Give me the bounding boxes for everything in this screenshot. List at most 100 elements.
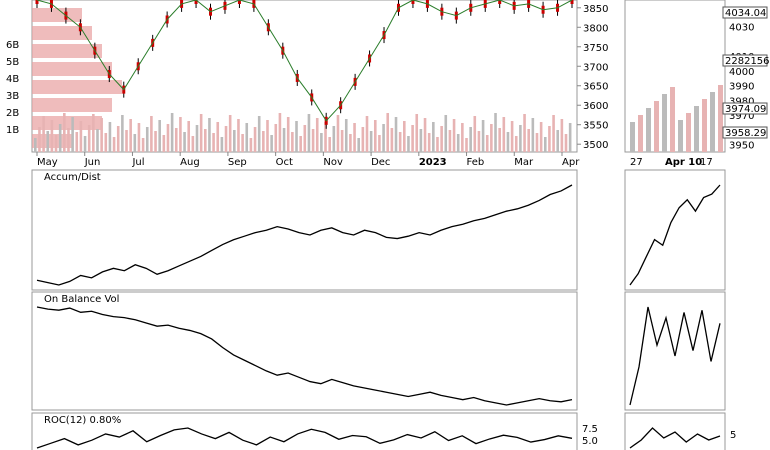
- obv-panel: On Balance Vol: [31, 291, 726, 411]
- volume-bar: [50, 120, 54, 152]
- price-y-tick-label: 3550: [583, 121, 608, 132]
- volume-bar: [183, 132, 186, 152]
- volume-bar: [282, 128, 286, 152]
- volume-bar: [299, 136, 302, 152]
- volume-bar: [315, 118, 319, 152]
- volume-bar: [274, 124, 278, 152]
- price-x-tick-label: Aug: [180, 157, 200, 168]
- volume-bar: [154, 131, 157, 152]
- volume-bar: [257, 116, 261, 152]
- volume-bar: [141, 138, 145, 152]
- volume-bar: [67, 128, 70, 152]
- roc-line: [36, 427, 573, 449]
- price-x-tick-label: 2023: [419, 157, 447, 168]
- volume-bar: [303, 125, 307, 152]
- volume-bar: [208, 118, 211, 152]
- volume-profile-bar: [32, 8, 82, 22]
- price-x-tick-label: Nov: [323, 157, 343, 168]
- accum-dist-zoom-line: [629, 184, 721, 286]
- price-y-tick-label: 3650: [583, 82, 608, 93]
- roc-panel: 7.55.0 5 ROC(12) 0.80%: [31, 412, 736, 450]
- price-x-tick-label: Apr: [562, 157, 580, 168]
- volume-bar: [361, 127, 365, 152]
- volume-bar: [394, 117, 398, 152]
- volume-bar: [415, 114, 419, 152]
- zoom-value-labels: 4034.04 2282156 3974.09 3958.29: [722, 6, 770, 139]
- zoom-y-tick-label: 3950: [729, 141, 754, 152]
- price-y-tick-label: 3600: [583, 101, 608, 112]
- volume-bar: [92, 114, 95, 152]
- volume-profile-bar: [32, 62, 112, 76]
- volume-profile-label: 4B: [6, 74, 19, 85]
- volume-profile-bar: [32, 98, 112, 112]
- price-x-tick-label: Jun: [84, 157, 101, 168]
- volume-bar: [390, 128, 394, 152]
- volume-profile-label: 6B: [6, 40, 19, 51]
- volume-bar: [116, 126, 120, 152]
- price-band-line: [36, 0, 573, 122]
- price-candles: [35, 0, 574, 129]
- zoom-volume-bar: [654, 101, 659, 152]
- volume-bar: [502, 117, 506, 152]
- zoom-volume-bar: [678, 120, 683, 152]
- volume-bar: [365, 116, 369, 152]
- volume-bar: [320, 133, 323, 152]
- price-candle-body: [35, 0, 39, 4]
- volume-bar: [498, 128, 501, 152]
- volume-bar: [398, 132, 402, 152]
- volume-bar: [38, 127, 41, 152]
- volume-bar: [199, 114, 203, 152]
- volume-bar: [510, 121, 514, 152]
- volume-bar: [552, 115, 555, 152]
- roc-y-tick-label: 7.5: [582, 424, 598, 435]
- volume-bar: [100, 118, 103, 152]
- volume-bar: [436, 137, 439, 152]
- price-candle-body: [411, 0, 415, 4]
- volume-bar: [332, 126, 336, 152]
- price-y-tick-label: 3750: [583, 43, 608, 54]
- roc-zoom-line: [629, 427, 721, 449]
- zoom-volume-bar: [702, 99, 707, 152]
- volume-bar: [494, 113, 497, 152]
- zoom-volume-bar: [662, 94, 667, 152]
- volume-bar: [96, 129, 99, 152]
- price-x-tick-label: Oct: [276, 157, 293, 168]
- volume-profile-bar: [32, 116, 102, 130]
- zoom-y-tick-label: 3990: [729, 82, 754, 93]
- price-x-tick-label: Mar: [514, 157, 534, 168]
- volume-bar: [311, 129, 315, 152]
- volume-bar: [456, 134, 460, 152]
- volume-bar: [129, 119, 132, 152]
- volume-bar: [336, 115, 340, 152]
- zoom-value-box: [722, 126, 768, 139]
- price-y-tick-label: 3850: [583, 4, 608, 15]
- volume-bar: [266, 120, 269, 152]
- volume-bar: [432, 122, 435, 152]
- volume-bar: [46, 131, 50, 152]
- price-y-tick-label: 3700: [583, 62, 608, 73]
- volume-bar: [291, 132, 294, 152]
- volume-bar: [378, 135, 381, 152]
- zoom-x-tick-label: 27: [630, 157, 643, 168]
- volume-bar: [187, 121, 191, 152]
- volume-bar: [121, 115, 124, 152]
- volume-bar: [423, 118, 427, 152]
- volume-bar: [108, 122, 112, 152]
- volume-bar: [249, 138, 253, 152]
- zoom-y-tick-label: 3970: [729, 111, 754, 122]
- volume-bar: [145, 127, 149, 152]
- price-x-tick-label: Sep: [228, 157, 247, 168]
- volume-bar: [560, 119, 564, 152]
- volume-bar: [75, 132, 79, 152]
- volume-bar: [253, 127, 257, 152]
- volume-bar: [307, 114, 311, 152]
- volume-bar: [166, 124, 170, 152]
- roc-zoom-y-tick-label: 5: [730, 430, 736, 441]
- volume-profile-label: 2B: [6, 108, 19, 119]
- volume-bar: [241, 134, 244, 152]
- volume-bar: [485, 135, 489, 152]
- price-y-tick-label: 3800: [583, 23, 608, 34]
- obv-line: [36, 306, 573, 406]
